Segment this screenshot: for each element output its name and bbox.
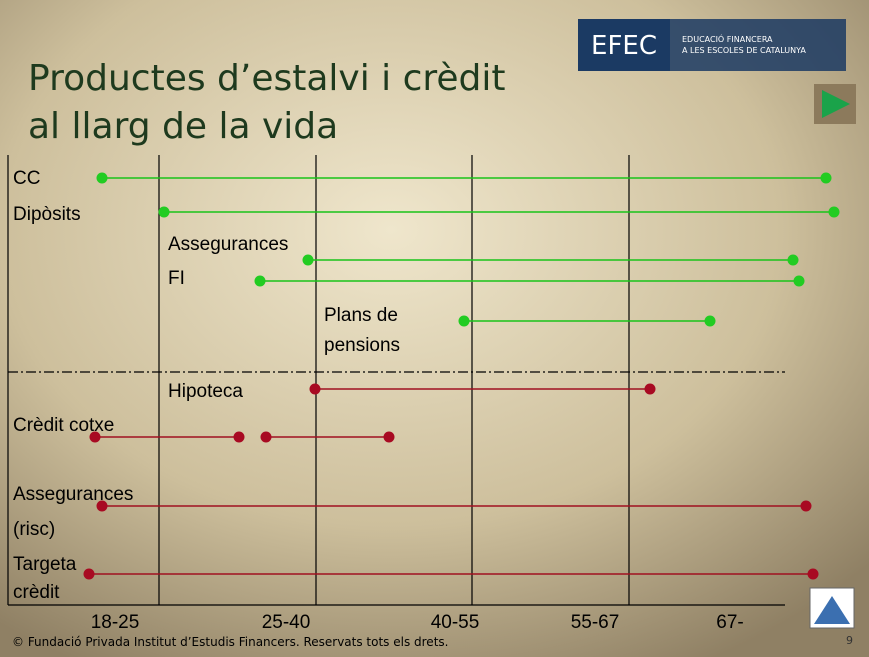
label: Dipòsits [13,204,81,225]
label: pensions [324,335,400,356]
age: 55-67 [571,612,620,633]
icon-shape [814,596,850,624]
range-dot [807,568,819,580]
label: (risc) [13,519,55,540]
logo-mark: EFEC [591,31,657,61]
range-dot [793,275,805,287]
next-icon[interactable] [822,90,850,118]
range-dot [820,172,832,184]
grid [7,155,785,606]
range-dot [254,275,266,287]
range-dot [83,568,95,580]
label: Targeta [13,554,77,575]
range-dot [644,383,656,395]
title: Productes d’estalvi i crèdit [28,58,506,99]
age: 18-25 [91,612,140,633]
range-dot [158,206,170,218]
range-dot [458,315,470,327]
label: Assegurances [13,484,133,505]
label: crèdit [13,582,60,603]
footer: © Fundació Privada Institut d’Estudis Fi… [12,635,448,649]
corner-icon [809,587,855,629]
logo-box [670,19,846,71]
range-dot [309,383,321,395]
page-number: 9 [846,634,853,647]
label: FI [168,268,185,289]
logo-box [578,19,670,71]
title: al llarg de la vida [28,106,338,147]
logo-text: EDUCACIÓ FINANCERA [682,33,773,44]
logo-text: A LES ESCOLES DE CATALUNYA [682,46,806,55]
label: Crèdit cotxe [13,415,114,436]
range-dot [383,431,395,443]
logo: EFEC EDUCACIÓ FINANCERA A LES ESCOLES DE… [578,19,846,71]
age: 67- [716,612,743,633]
range-dot [828,206,840,218]
range-dot [233,431,245,443]
label: Hipoteca [168,381,243,402]
range-dot [704,315,716,327]
range-dot [787,254,799,266]
label: Plans de [324,305,398,326]
range-dot [260,431,272,443]
range-dot [302,254,314,266]
label: CC [13,168,40,189]
range-dot [96,500,108,512]
range-dot [96,172,108,184]
age: 25-40 [262,612,311,633]
range-dot [800,500,812,512]
age: 40-55 [431,612,480,633]
label: Assegurances [168,234,288,255]
range-dot [89,431,101,443]
